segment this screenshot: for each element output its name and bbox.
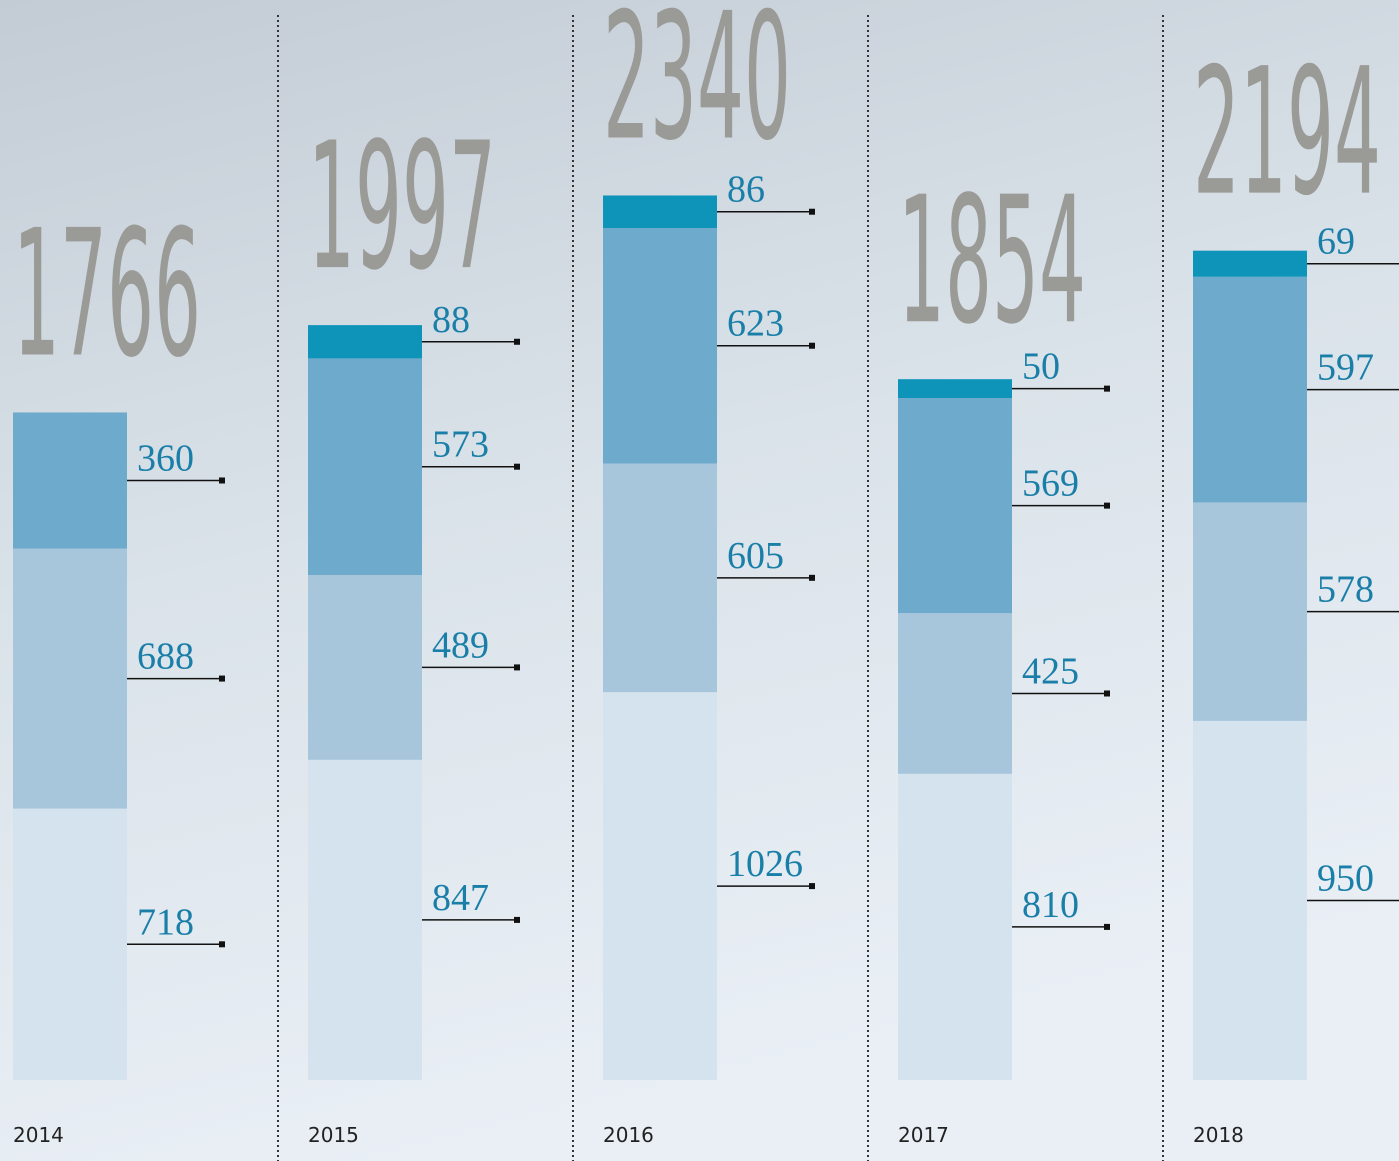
leader-dot [809,575,815,581]
bar-segment [1193,251,1307,277]
bar-segment [898,379,1012,398]
leader-dot [219,941,225,947]
bar-segment [603,195,717,228]
bar-segment [898,398,1012,613]
total-label: 2340 [603,0,791,179]
value-label: 569 [1022,463,1079,505]
value-label: 605 [727,535,784,577]
value-label: 425 [1022,650,1079,692]
total-label: 1854 [898,160,1086,363]
x-tick-label: 2016 [603,1123,654,1147]
leader-dot [219,676,225,682]
leader-dot [514,464,520,470]
value-label: 489 [432,624,489,666]
value-label: 718 [137,901,194,943]
value-label: 1026 [727,843,803,885]
bar-segment [603,228,717,463]
bar-segment [1193,277,1307,503]
x-tick-label: 2017 [898,1123,949,1147]
bar-segment [13,809,127,1080]
value-label: 950 [1317,857,1374,899]
leader-dot [514,917,520,923]
bar-segment [603,463,717,692]
bar-segment [1193,502,1307,720]
leader-dot [1104,386,1110,392]
value-label: 623 [727,303,784,345]
value-label: 360 [137,437,194,479]
leader-dot [809,883,815,889]
value-label: 847 [432,877,489,919]
value-label: 810 [1022,884,1079,926]
bar-segment [13,549,127,809]
leader-dot [219,477,225,483]
bar-segment [13,412,127,548]
bar-segment [1193,721,1307,1080]
bar-segment [898,774,1012,1080]
leader-dot [809,209,815,215]
total-label: 1997 [308,106,496,309]
bar-segment [603,692,717,1080]
chart: 7186883601766201484748957388199720151026… [0,0,1399,1161]
bar-segment [308,325,422,358]
leader-dot [514,664,520,670]
leader-dot [1104,503,1110,509]
value-label: 573 [432,424,489,466]
x-tick-label: 2014 [13,1123,64,1147]
bar-segment [308,760,422,1080]
value-label: 578 [1317,569,1374,611]
leader-dot [514,339,520,345]
x-tick-label: 2015 [308,1123,359,1147]
leader-dot [809,343,815,349]
bar-segment [308,358,422,575]
total-label: 1766 [13,193,201,396]
bar-segment [898,613,1012,774]
value-label: 597 [1317,347,1374,389]
value-label: 688 [137,636,194,678]
bar-segment [308,575,422,760]
total-label: 2194 [1193,32,1381,235]
x-tick-label: 2018 [1193,1123,1244,1147]
leader-dot [1104,690,1110,696]
leader-dot [1104,924,1110,930]
